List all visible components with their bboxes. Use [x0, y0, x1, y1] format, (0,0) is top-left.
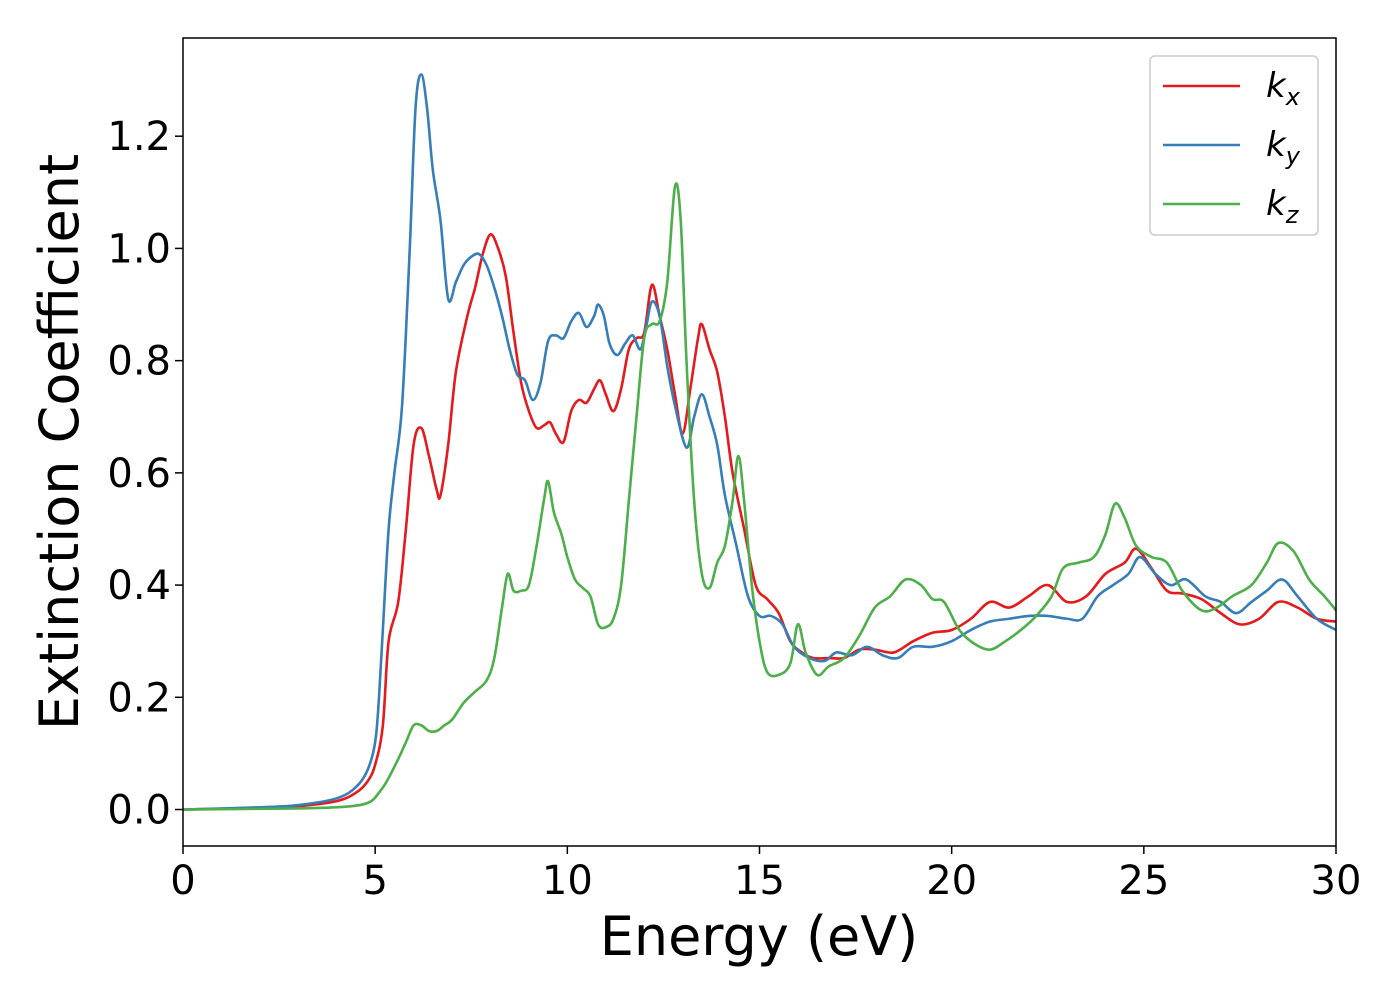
- y-tick-label: 0.4: [107, 563, 171, 609]
- x-tick-label: 25: [1118, 858, 1169, 904]
- y-tick-label: 0.0: [107, 788, 171, 834]
- y-tick-label: 0.2: [107, 675, 171, 721]
- x-axis-title: Energy (eV): [600, 905, 919, 968]
- legend-label-kz: kz: [1266, 184, 1300, 229]
- x-tick-label: 5: [362, 858, 387, 904]
- x-tick-label: 10: [542, 858, 593, 904]
- series-layer: [183, 73, 1336, 811]
- y-tick-label: 0.6: [107, 451, 171, 497]
- series-line-ky: [183, 73, 1336, 811]
- x-axis: 0 5 10 15 20 25 30: [170, 846, 1361, 904]
- x-tick-label: 30: [1311, 858, 1362, 904]
- y-axis-title: Extinction Coefficient: [28, 154, 91, 730]
- series-line-kx: [183, 233, 1336, 811]
- y-tick-label: 1.2: [107, 114, 171, 160]
- legend: kx ky kz: [1149, 55, 1319, 236]
- legend-label-ky: ky: [1266, 125, 1301, 170]
- legend-label-kx: kx: [1266, 66, 1301, 111]
- x-tick-label: 20: [926, 858, 977, 904]
- y-tick-label: 1.0: [107, 226, 171, 272]
- y-axis: 0.0 0.2 0.4 0.6 0.8 1.0 1.2: [107, 114, 183, 834]
- x-tick-label: 0: [170, 858, 195, 904]
- series-line-kz: [183, 182, 1336, 811]
- x-tick-label: 15: [734, 858, 785, 904]
- y-tick-label: 0.8: [107, 339, 171, 385]
